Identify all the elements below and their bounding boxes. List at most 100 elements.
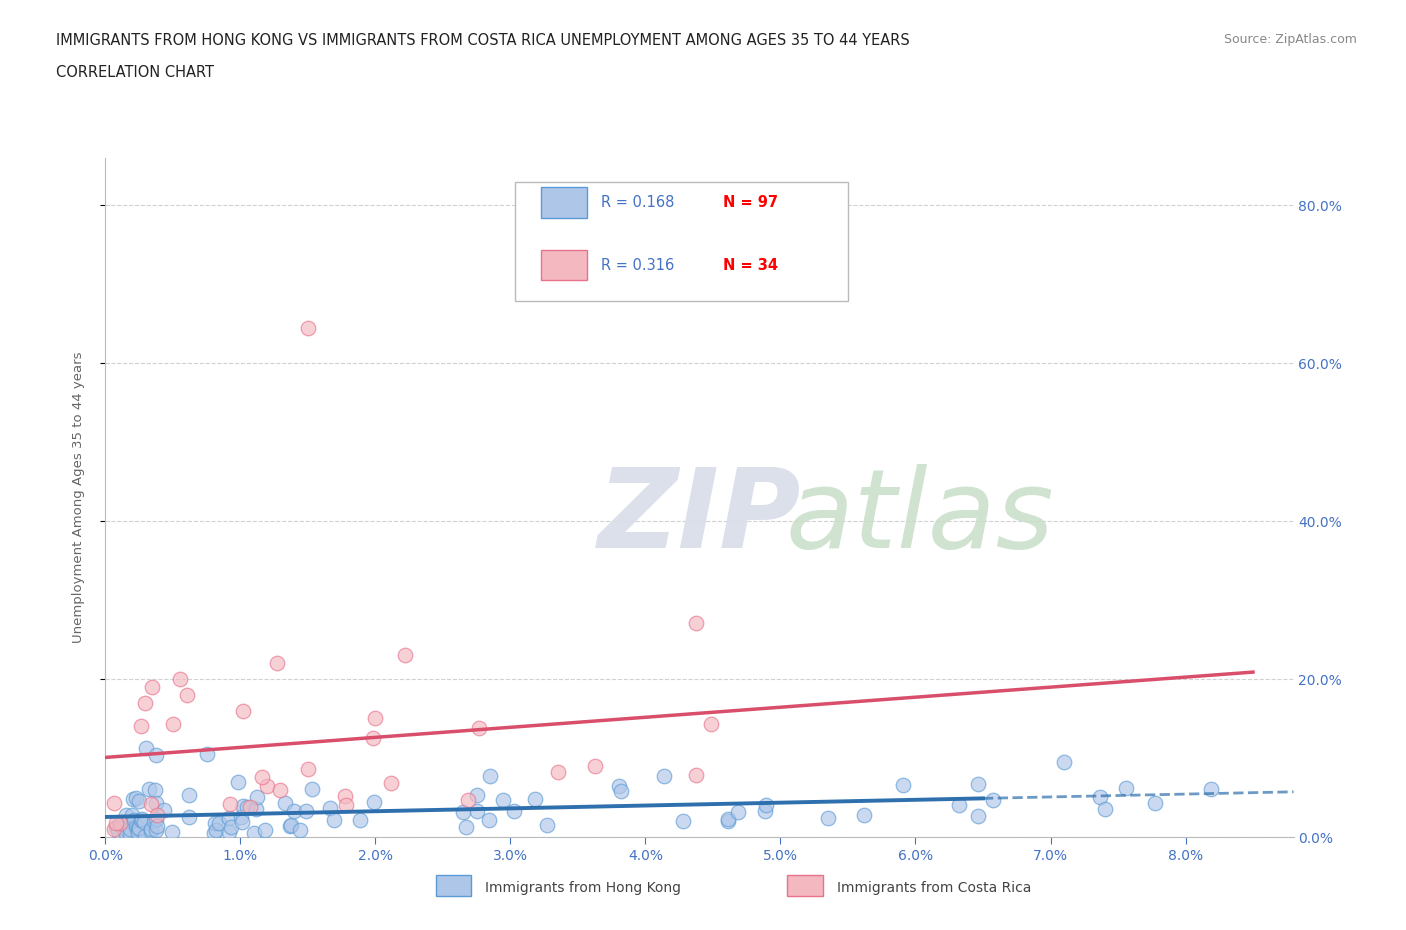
Point (335, 797, 357, 812)
Point (967, 809, 990, 824)
Point (145, 747, 167, 762)
Point (754, 804, 776, 818)
Point (266, 656, 288, 671)
Point (583, 759, 606, 774)
Point (204, 822, 226, 837)
Point (301, 781, 323, 796)
Text: Source: ZipAtlas.com: Source: ZipAtlas.com (1223, 33, 1357, 46)
Point (948, 797, 970, 812)
Point (981, 793, 1004, 808)
Point (202, 826, 225, 841)
Point (104, 819, 127, 834)
Point (231, 815, 253, 830)
Text: Immigrants from Hong Kong: Immigrants from Hong Kong (485, 881, 681, 896)
Point (128, 820, 150, 835)
Point (219, 819, 242, 834)
Point (717, 812, 740, 827)
Point (143, 782, 166, 797)
Point (239, 800, 262, 815)
Point (128, 794, 150, 809)
Point (122, 792, 145, 807)
Point (145, 812, 167, 827)
Point (278, 818, 301, 833)
Point (235, 800, 257, 815)
Point (243, 825, 266, 840)
Point (607, 778, 630, 793)
Point (121, 807, 143, 822)
Point (256, 778, 278, 793)
Point (195, 746, 218, 761)
Point (280, 818, 302, 833)
Point (966, 777, 988, 791)
Bar (541, 187, 586, 218)
Point (394, 647, 416, 662)
Point (138, 782, 160, 797)
Point (524, 792, 547, 807)
Point (129, 719, 152, 734)
Text: IMMIGRANTS FROM HONG KONG VS IMMIGRANTS FROM COSTA RICA UNEMPLOYMENT AMONG AGES : IMMIGRANTS FROM HONG KONG VS IMMIGRANTS … (56, 33, 910, 47)
Point (1053, 754, 1076, 769)
Point (108, 816, 131, 830)
Point (118, 826, 141, 841)
Point (492, 793, 515, 808)
Point (122, 813, 145, 828)
Point (134, 829, 156, 844)
Point (1143, 795, 1166, 810)
Text: ZIP: ZIP (598, 464, 801, 571)
Point (146, 818, 169, 833)
Point (717, 814, 740, 829)
Point (727, 804, 749, 819)
Point (547, 764, 569, 779)
Point (457, 793, 479, 808)
Point (103, 796, 125, 811)
Point (852, 807, 875, 822)
Point (125, 790, 148, 805)
Point (226, 775, 249, 790)
FancyBboxPatch shape (516, 182, 848, 300)
Point (153, 803, 176, 817)
Point (333, 789, 356, 804)
Text: R = 0.316: R = 0.316 (600, 258, 673, 272)
Point (364, 711, 387, 725)
Point (322, 813, 344, 828)
Y-axis label: Unemployment Among Ages 35 to 44 years: Unemployment Among Ages 35 to 44 years (72, 352, 84, 644)
Point (1094, 802, 1116, 817)
Point (536, 817, 558, 832)
Point (125, 819, 148, 834)
Point (363, 795, 385, 810)
Text: atlas: atlas (785, 464, 1053, 571)
Point (139, 824, 162, 839)
Point (245, 802, 267, 817)
Point (685, 767, 707, 782)
Point (468, 721, 491, 736)
Point (112, 815, 135, 830)
Point (107, 824, 129, 839)
Point (349, 812, 371, 827)
Point (479, 769, 502, 784)
Point (118, 821, 141, 836)
Point (146, 807, 169, 822)
Point (283, 804, 305, 818)
Text: R = 0.168: R = 0.168 (600, 195, 675, 210)
Point (139, 796, 162, 811)
Point (176, 687, 198, 702)
Point (134, 814, 156, 829)
Bar (541, 250, 586, 280)
Point (204, 816, 226, 830)
Point (111, 821, 134, 836)
Point (465, 788, 488, 803)
Point (179, 788, 201, 803)
Point (218, 811, 240, 826)
Point (142, 814, 165, 829)
Point (232, 703, 254, 718)
Point (145, 822, 167, 837)
Point (319, 801, 342, 816)
Point (105, 816, 128, 830)
Point (700, 717, 723, 732)
Point (232, 799, 254, 814)
Point (755, 798, 778, 813)
Point (503, 804, 526, 818)
Point (135, 741, 157, 756)
Point (652, 769, 675, 784)
Point (115, 827, 138, 842)
